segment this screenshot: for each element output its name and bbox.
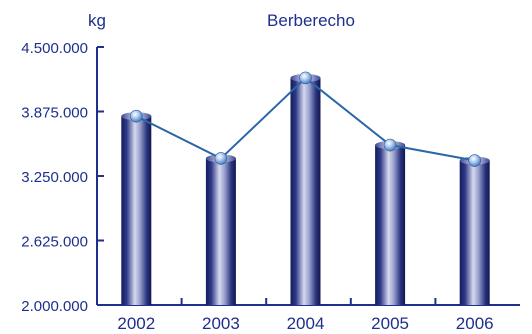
bar-body — [121, 116, 152, 305]
x-tick-label: 2005 — [371, 314, 409, 333]
chart-title: Berberecho — [267, 11, 355, 30]
data-point — [214, 152, 228, 165]
data-point — [383, 138, 397, 152]
bar — [375, 141, 406, 305]
bars — [121, 73, 490, 306]
y-axis-label: kg — [88, 11, 106, 30]
bar-body — [459, 160, 490, 305]
x-tick-label: 2002 — [117, 314, 155, 333]
x-tick-label: 2004 — [287, 314, 325, 333]
bar — [459, 156, 490, 305]
data-point — [299, 71, 312, 85]
y-tick-label: 2.625.000 — [21, 234, 88, 251]
y-tick-label: 3.250.000 — [21, 169, 88, 186]
bar — [290, 73, 321, 306]
axes: 2.000.000 2.625.000 3.250.000 3.875.000 4.50… — [21, 40, 520, 333]
y-tick-label: 2.000.000 — [21, 298, 88, 315]
line-overlay — [130, 71, 482, 167]
data-point — [130, 109, 143, 123]
bar-body — [375, 145, 406, 305]
bar — [121, 112, 152, 305]
y-tick-label: 3.875.000 — [21, 105, 88, 122]
bar-body — [290, 77, 321, 306]
bar-body — [205, 158, 236, 305]
bar — [205, 154, 236, 305]
data-point — [468, 154, 482, 167]
x-tick-label: 2003 — [202, 314, 240, 333]
y-tick-label: 4.500.000 — [21, 40, 88, 57]
x-tick-label: 2006 — [456, 314, 494, 333]
